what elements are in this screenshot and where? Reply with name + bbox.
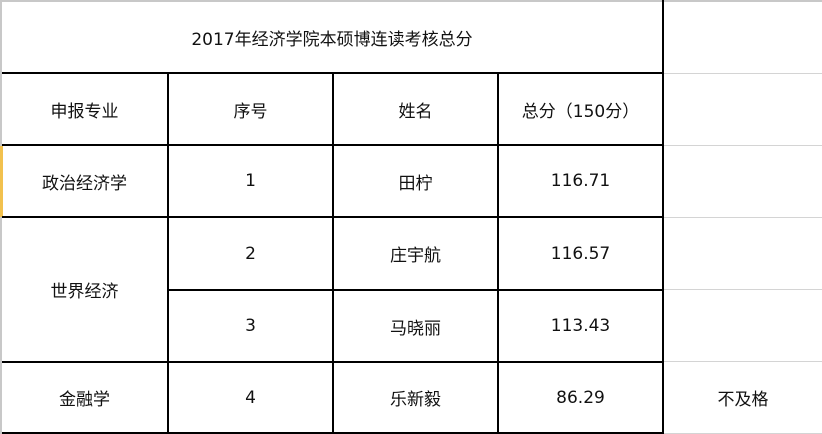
name-cell[interactable]: 田柠 xyxy=(398,173,433,194)
number-cell[interactable]: 3 xyxy=(245,316,256,336)
gridline xyxy=(663,217,822,218)
name-cell[interactable]: 马晓丽 xyxy=(390,318,441,339)
border xyxy=(662,0,664,434)
row-header-edge xyxy=(0,0,2,434)
table-title[interactable]: 2017年经济学院本硕博连读考核总分 xyxy=(191,29,473,50)
number-cell[interactable]: 2 xyxy=(245,243,256,264)
major-cell[interactable]: 世界经济 xyxy=(50,282,119,302)
selected-row-marker xyxy=(0,146,3,217)
number-cell[interactable]: 1 xyxy=(245,171,256,191)
name-cell[interactable]: 庄宇航 xyxy=(390,246,441,266)
header-number[interactable]: 序号 xyxy=(233,101,268,122)
border xyxy=(167,72,169,434)
header-major[interactable]: 申报专业 xyxy=(50,101,119,122)
score-cell[interactable]: 86.29 xyxy=(556,387,605,408)
header-name[interactable]: 姓名 xyxy=(398,101,433,122)
header-score[interactable]: 总分（150分） xyxy=(521,101,640,122)
name-cell[interactable]: 乐新毅 xyxy=(390,390,441,410)
border xyxy=(168,289,664,291)
score-cell[interactable]: 113.43 xyxy=(550,316,611,336)
gridline xyxy=(663,73,822,74)
major-cell[interactable]: 金融学 xyxy=(59,390,110,410)
gridline xyxy=(663,289,822,290)
gridline xyxy=(663,145,822,146)
gridline xyxy=(663,361,822,362)
score-cell[interactable]: 116.71 xyxy=(550,171,611,191)
border xyxy=(332,72,334,434)
sheet-top-border xyxy=(0,0,822,2)
major-cell[interactable]: 政治经济学 xyxy=(42,173,127,194)
score-cell[interactable]: 116.57 xyxy=(550,243,611,264)
number-cell[interactable]: 4 xyxy=(245,387,256,408)
border xyxy=(497,72,499,434)
note-cell[interactable]: 不及格 xyxy=(717,390,769,410)
